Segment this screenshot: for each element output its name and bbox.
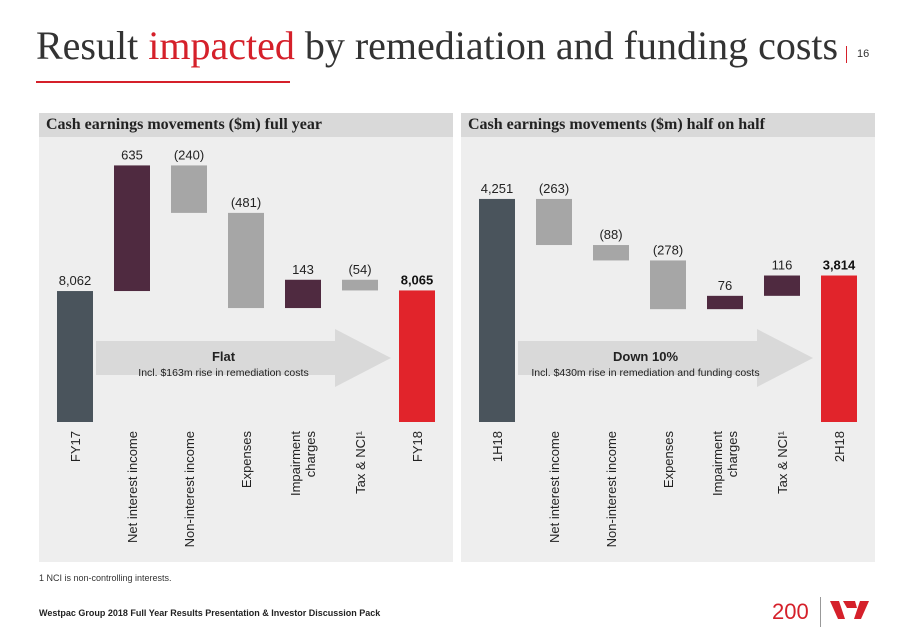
- trend-arrow: Down 10% Incl. $430m rise in remediation …: [518, 329, 813, 387]
- waterfall-chart-full-year: Flat Incl. $163m rise in remediation cost…: [57, 147, 435, 547]
- category-label: 1H18: [490, 431, 505, 462]
- trend-arrow-title: Flat: [212, 349, 236, 364]
- data-label: (240): [174, 147, 204, 162]
- data-label: 3,814: [823, 258, 856, 273]
- category-label: Impairment charges: [710, 431, 740, 497]
- category-label-line: Impairment: [710, 431, 725, 496]
- category-label: Tax & NCI¹: [353, 430, 368, 494]
- waterfall-bar: [114, 165, 150, 292]
- waterfall-bar: [479, 198, 515, 422]
- chart-header-full-year: Cash earnings movements ($m) full year: [39, 113, 453, 137]
- waterfall-bar: [821, 275, 857, 422]
- waterfall-bar: [228, 212, 264, 309]
- logo-w-middle: [843, 601, 857, 608]
- trend-arrow-text: Incl. $163m rise in remediation costs: [138, 367, 308, 379]
- category-label: Non-interest income: [182, 431, 197, 547]
- chart-header-bg: [39, 113, 453, 137]
- footnote: 1 NCI is non-controlling interests.: [39, 573, 172, 583]
- data-label: (481): [231, 195, 261, 210]
- data-label: 635: [121, 147, 143, 162]
- title-underline: [36, 81, 290, 83]
- trend-arrow: Flat Incl. $163m rise in remediation cost…: [96, 329, 391, 387]
- category-label: Net interest income: [125, 431, 140, 543]
- waterfall-bar: [593, 245, 629, 261]
- category-label: Non-interest income: [604, 431, 619, 547]
- category-label: FY17: [68, 431, 83, 462]
- waterfall-bar: [57, 291, 93, 422]
- page-number-divider: [846, 46, 847, 63]
- title-part-1: Result: [36, 23, 149, 68]
- data-label: (278): [653, 242, 683, 257]
- category-label: Net interest income: [547, 431, 562, 543]
- chart-header-half-on-half: Cash earnings movements ($m) half on hal…: [461, 113, 875, 137]
- data-label: 76: [718, 278, 732, 293]
- category-label: Impairment charges: [288, 431, 318, 497]
- waterfall-bar: [399, 290, 435, 422]
- westpac-logo: 200: [772, 597, 869, 627]
- trend-arrow-text: Incl. $430m rise in remediation and fund…: [531, 367, 759, 379]
- data-label: (263): [539, 181, 569, 196]
- data-label: 116: [772, 258, 793, 273]
- footer-text: Westpac Group 2018 Full Year Results Pre…: [39, 608, 381, 618]
- chart-title-full-year: Cash earnings movements ($m) full year: [46, 116, 322, 133]
- page-title: Result impacted by remediation and fundi…: [36, 22, 838, 69]
- chart-panel-full-year: Cash earnings movements ($m) full year F…: [39, 113, 453, 562]
- trend-arrow-shape: [96, 329, 391, 387]
- category-label: 2H18: [832, 431, 847, 462]
- category-label-line: charges: [303, 431, 318, 478]
- data-label: (54): [348, 262, 371, 277]
- category-label-line: Impairment: [288, 431, 303, 496]
- waterfall-chart-half-on-half: Down 10% Incl. $430m rise in remediation …: [479, 181, 857, 547]
- category-label: Expenses: [239, 431, 254, 489]
- waterfall-bar: [650, 260, 686, 310]
- data-label: 8,062: [59, 273, 92, 288]
- data-label: (88): [599, 227, 622, 242]
- logo-w-left: [830, 601, 845, 619]
- data-label: 4,251: [481, 181, 514, 196]
- title-part-2: by remediation and funding costs: [294, 23, 839, 68]
- waterfall-bar: [285, 279, 321, 309]
- logo-anniversary-text: 200: [772, 599, 809, 624]
- waterfall-bar: [342, 279, 378, 291]
- category-label: Tax & NCI¹: [775, 430, 790, 494]
- logo-divider: [820, 597, 821, 627]
- page-number: 16: [857, 48, 870, 60]
- category-label: Expenses: [661, 431, 676, 489]
- trend-arrow-shape: [518, 329, 813, 387]
- title-highlight: impacted: [148, 23, 295, 68]
- chart-title-half-on-half: Cash earnings movements ($m) half on hal…: [468, 116, 765, 133]
- waterfall-bar: [536, 198, 572, 246]
- chart-header-bg: [461, 113, 875, 137]
- waterfall-bar: [764, 275, 800, 296]
- waterfall-bar: [707, 295, 743, 310]
- chart-panel-half-on-half: Cash earnings movements ($m) half on hal…: [461, 113, 875, 562]
- category-label: FY18: [410, 431, 425, 462]
- logo-w-right: [854, 601, 869, 619]
- data-label: 143: [292, 262, 314, 277]
- data-label: 8,065: [401, 272, 434, 287]
- category-label-line: charges: [725, 431, 740, 478]
- trend-arrow-title: Down 10%: [613, 349, 678, 364]
- waterfall-bar: [171, 165, 207, 213]
